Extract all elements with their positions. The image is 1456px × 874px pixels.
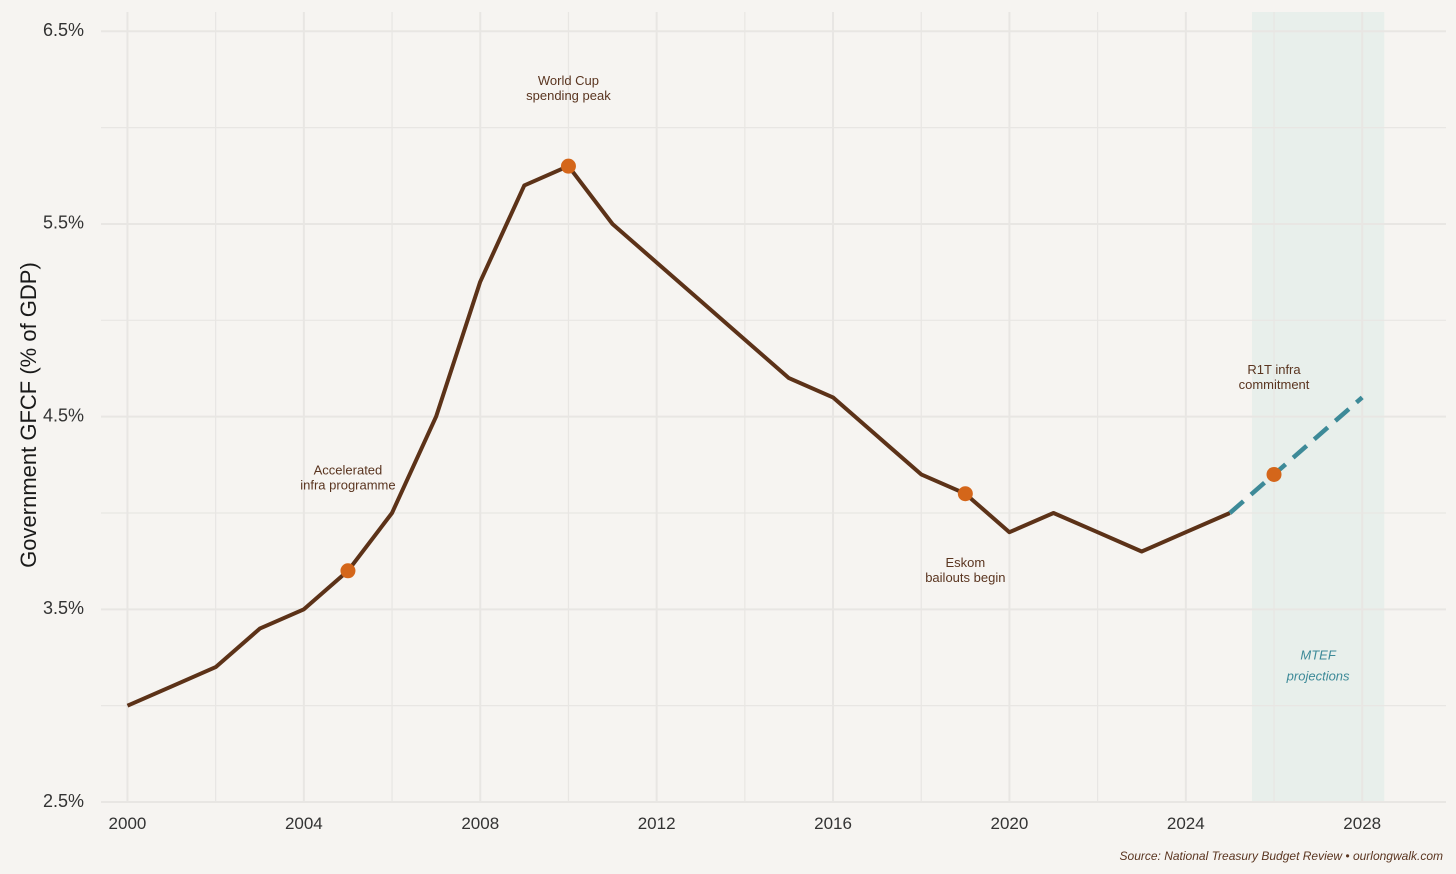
x-tick-label: 2016 — [814, 814, 852, 833]
annotation-line: infra programme — [300, 477, 395, 492]
series-line-historical — [126, 164, 1231, 708]
annotations-layer: Accelerated infra programme World Cup spend… — [300, 73, 1350, 683]
y-tick-label: 5.5% — [43, 213, 84, 233]
annotation-line: World Cup — [538, 73, 599, 88]
y-tick-label: 4.5% — [43, 405, 84, 425]
y-axis-label: Government GFCF (% of GDP) — [16, 262, 41, 568]
x-tick-labels: 2000 2004 2008 2012 2016 2020 2024 2028 — [109, 814, 1382, 833]
highlight-point — [957, 486, 973, 502]
source-note: Source: National Treasury Budget Review … — [1120, 849, 1443, 863]
annotation-line: R1T infra — [1247, 362, 1301, 377]
annotation-label: Eskom bailouts begin — [925, 555, 1005, 585]
annotation-line: Accelerated — [314, 462, 383, 477]
annotation-line: Eskom — [945, 555, 985, 570]
y-tick-label: 6.5% — [43, 20, 84, 40]
grid-layer — [101, 12, 1446, 803]
highlight-points-layer — [340, 158, 1282, 579]
annotation-label: Accelerated infra programme — [300, 462, 395, 492]
annotation-line: spending peak — [526, 88, 611, 103]
mtef-shaded-region — [1251, 12, 1385, 802]
x-tick-label: 2024 — [1167, 814, 1205, 833]
x-tick-label: 2008 — [461, 814, 499, 833]
x-tick-label: 2020 — [991, 814, 1029, 833]
mtef-shaded-region-layer — [1251, 12, 1385, 802]
mtef-projections-label: MTEF projections — [1286, 647, 1350, 683]
y-tick-label: 3.5% — [43, 598, 84, 618]
series-line-projection — [1228, 395, 1364, 515]
annotation-line: projections — [1286, 668, 1350, 683]
highlight-point — [340, 563, 356, 579]
series-layer — [126, 164, 1364, 708]
y-tick-labels: 2.5% 3.5% 4.5% 5.5% 6.5% — [43, 20, 84, 811]
annotation-label: R1T infra commitment — [1239, 362, 1310, 392]
highlight-point — [560, 158, 576, 174]
x-tick-label: 2004 — [285, 814, 323, 833]
highlight-point — [1266, 466, 1282, 482]
x-tick-label: 2028 — [1343, 814, 1381, 833]
x-tick-label: 2012 — [638, 814, 676, 833]
annotation-line: commitment — [1239, 377, 1310, 392]
x-tick-label: 2000 — [109, 814, 147, 833]
annotation-line: MTEF — [1300, 647, 1336, 662]
y-tick-label: 2.5% — [43, 791, 84, 811]
annotation-label: World Cup spending peak — [526, 73, 611, 103]
annotation-line: bailouts begin — [925, 570, 1005, 585]
